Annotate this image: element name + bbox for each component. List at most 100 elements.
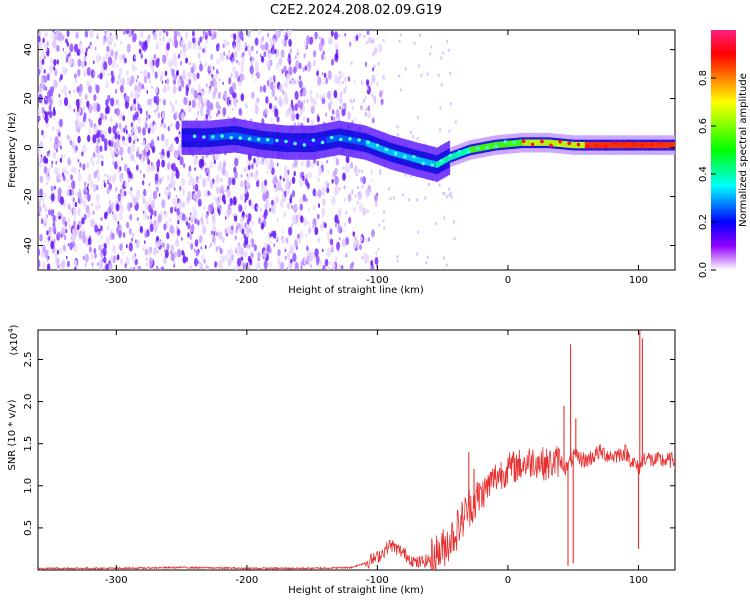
noise-cell xyxy=(119,226,122,231)
noise-cell xyxy=(324,56,327,61)
noise-cell xyxy=(144,58,148,65)
noise-speck xyxy=(354,194,357,198)
noise-cell xyxy=(197,40,200,46)
noise-cell xyxy=(240,247,245,256)
noise-cell xyxy=(93,60,95,65)
ridge-core xyxy=(659,141,662,149)
noise-cell xyxy=(220,206,223,213)
noise-cell xyxy=(153,247,157,256)
ridge-peak xyxy=(275,138,279,143)
noise-cell xyxy=(229,248,234,257)
ridge-core xyxy=(614,141,617,149)
ridge-core xyxy=(518,139,521,147)
noise-cell xyxy=(269,248,272,254)
noise-cell xyxy=(338,249,341,254)
noise-cell xyxy=(133,266,136,270)
noise-cell xyxy=(57,121,60,125)
noise-cell xyxy=(157,214,162,223)
ridge-peak xyxy=(521,139,526,144)
noise-cell xyxy=(125,30,130,35)
noise-cell xyxy=(86,67,91,76)
noise-cell xyxy=(157,112,161,119)
noise-cell xyxy=(92,102,97,112)
noise-cell xyxy=(204,62,207,68)
noise-cell xyxy=(129,79,133,87)
noise-cell xyxy=(198,158,204,169)
noise-cell xyxy=(319,36,321,40)
noise-speck xyxy=(339,94,342,98)
noise-cell xyxy=(202,178,207,188)
ridge-core xyxy=(643,141,646,149)
noise-cell xyxy=(39,82,43,89)
noise-cell xyxy=(81,227,84,232)
x-tick-label: 100 xyxy=(629,575,648,586)
ridge-peak xyxy=(512,140,517,145)
ridge-core xyxy=(547,139,550,146)
noise-cell xyxy=(297,79,300,85)
noise-cell xyxy=(202,30,206,36)
noise-cell xyxy=(111,58,116,68)
ridge-core xyxy=(663,141,666,149)
noise-cell xyxy=(128,171,132,179)
noise-cell xyxy=(286,202,291,210)
noise-cell xyxy=(201,90,205,97)
noise-cell xyxy=(366,30,370,36)
noise-cell xyxy=(119,54,123,62)
noise-cell xyxy=(66,178,68,183)
noise-cell xyxy=(72,233,75,240)
noise-cell xyxy=(345,84,348,89)
noise-cell xyxy=(177,198,180,204)
noise-cell xyxy=(336,96,339,102)
ridge-peak xyxy=(403,154,407,159)
noise-cell xyxy=(157,136,160,141)
ridge-core xyxy=(406,153,409,161)
noise-cell xyxy=(274,96,277,101)
noise-cell xyxy=(112,202,114,207)
noise-cell xyxy=(60,196,64,206)
ridge-core xyxy=(581,141,584,149)
noise-cell xyxy=(169,217,172,223)
noise-cell xyxy=(53,59,57,66)
noise-cell xyxy=(158,193,161,197)
noise-cell xyxy=(321,71,324,76)
noise-cell xyxy=(290,247,294,255)
ridge-peak xyxy=(202,135,206,139)
noise-cell xyxy=(236,225,239,231)
noise-cell xyxy=(335,52,339,60)
noise-cell xyxy=(106,36,111,45)
noise-speck xyxy=(338,75,341,79)
noise-cell xyxy=(48,110,53,119)
noise-cell xyxy=(334,256,338,263)
noise-cell xyxy=(94,125,98,134)
noise-speck xyxy=(381,90,384,94)
ridge-core xyxy=(273,138,276,145)
noise-cell xyxy=(317,76,322,86)
noise-cell xyxy=(351,261,354,267)
noise-cell xyxy=(209,204,214,213)
noise-cell xyxy=(62,244,66,252)
noise-cell xyxy=(122,54,125,60)
noise-cell xyxy=(300,215,304,223)
noise-cell xyxy=(109,116,113,123)
noise-cell xyxy=(305,197,308,203)
noise-cell xyxy=(213,196,216,200)
noise-cell xyxy=(53,117,55,121)
ridge-core xyxy=(230,132,233,139)
noise-cell xyxy=(76,51,79,56)
noise-cell xyxy=(109,32,112,36)
noise-cell xyxy=(306,35,311,44)
noise-cell xyxy=(299,203,303,211)
noise-cell xyxy=(353,165,358,174)
noise-cell xyxy=(161,133,165,142)
noise-cell xyxy=(172,162,176,172)
ridge-peak xyxy=(256,137,261,142)
noise-cell xyxy=(293,203,298,214)
noise-cell xyxy=(205,213,209,220)
noise-cell xyxy=(276,116,280,123)
noise-cell xyxy=(193,90,198,100)
ridge-peak xyxy=(540,139,544,144)
noise-cell xyxy=(295,214,298,220)
noise-cell xyxy=(274,48,277,55)
noise-cell xyxy=(248,244,251,249)
noise-cell xyxy=(349,98,352,103)
